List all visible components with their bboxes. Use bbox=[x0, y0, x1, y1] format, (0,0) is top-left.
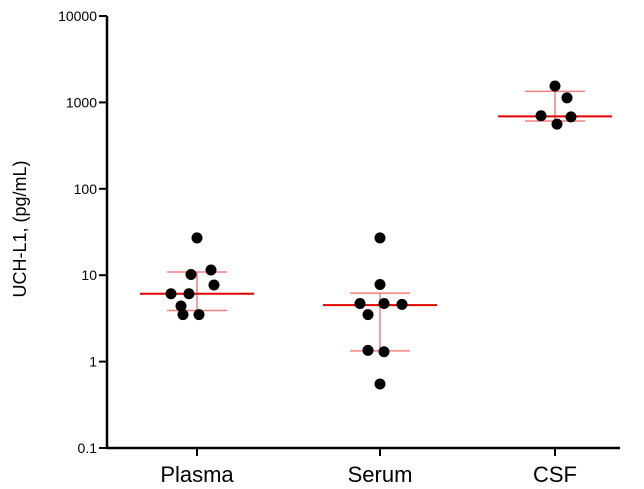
y-tick-label: 10 bbox=[81, 267, 97, 283]
data-point bbox=[362, 309, 374, 321]
x-axis-category-labels: Plasma Serum CSF bbox=[160, 448, 577, 487]
data-point bbox=[185, 268, 197, 280]
data-point bbox=[565, 111, 577, 123]
axes bbox=[105, 16, 620, 450]
data-point bbox=[193, 309, 205, 321]
data-point bbox=[535, 110, 547, 122]
data-point bbox=[374, 279, 386, 291]
data-point bbox=[561, 92, 573, 104]
y-tick-label: 10000 bbox=[58, 8, 97, 24]
data-point bbox=[354, 298, 366, 310]
data-point bbox=[362, 344, 374, 356]
data-point bbox=[177, 309, 189, 321]
data-point bbox=[374, 378, 386, 390]
data-point bbox=[396, 298, 408, 310]
y-tick-label: 1000 bbox=[66, 94, 97, 110]
data-point bbox=[378, 298, 390, 310]
y-tick-label: 0.1 bbox=[78, 440, 98, 456]
data-point bbox=[374, 232, 386, 244]
y-axis-title: UCH-L1, (pg/mL) bbox=[10, 160, 30, 297]
data-point bbox=[183, 288, 195, 300]
data-point bbox=[165, 288, 177, 300]
summary-lines bbox=[140, 90, 612, 352]
y-tick-label: 1 bbox=[89, 354, 97, 370]
data-point bbox=[175, 300, 187, 312]
x-category-label: CSF bbox=[533, 462, 577, 487]
data-point bbox=[191, 232, 203, 244]
y-axis-ticks: 0.1 1 10 100 1000 10000 bbox=[58, 8, 107, 456]
data-point bbox=[549, 80, 561, 92]
x-category-label: Plasma bbox=[160, 462, 234, 487]
data-point bbox=[551, 118, 563, 130]
x-category-label: Serum bbox=[348, 462, 413, 487]
data-point bbox=[208, 279, 220, 291]
data-points bbox=[165, 80, 577, 390]
data-point bbox=[378, 346, 390, 358]
data-point bbox=[205, 264, 217, 276]
y-tick-label: 100 bbox=[74, 181, 98, 197]
